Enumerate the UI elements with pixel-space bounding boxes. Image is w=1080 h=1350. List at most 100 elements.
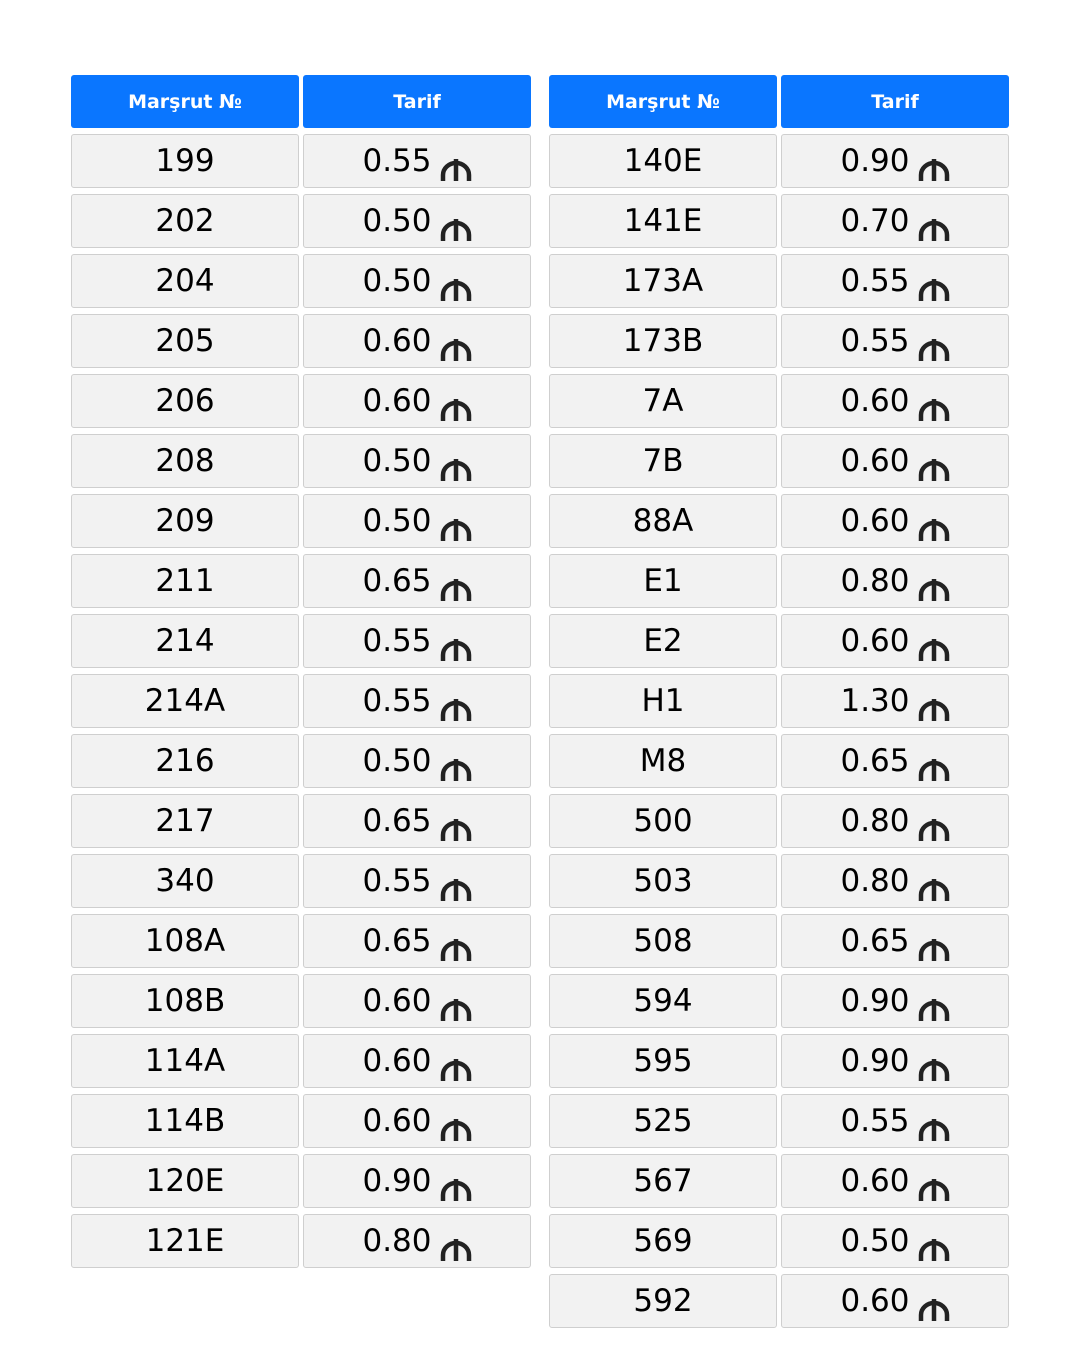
route-number-cell: H1 <box>549 674 777 728</box>
fare-cell: 0.50 <box>303 734 531 788</box>
table-row: 7A 0.60 <box>549 374 1009 428</box>
table-row: 508 0.65 <box>549 914 1009 968</box>
route-number-cell: 114A <box>71 1034 299 1088</box>
fare-cell: 0.90 <box>781 134 1009 188</box>
fare-cell: 0.55 <box>781 314 1009 368</box>
fare-value: 0.60 <box>840 623 910 659</box>
fare-value: 0.60 <box>362 1043 432 1079</box>
manat-icon <box>440 273 472 301</box>
manat-icon <box>918 453 950 481</box>
manat-icon <box>918 633 950 661</box>
table-header: Marşrut № Tarif <box>71 75 531 128</box>
table-row: 211 0.65 <box>71 554 531 608</box>
table-row: 108B 0.60 <box>71 974 531 1028</box>
fare-value: 0.90 <box>840 143 910 179</box>
manat-icon <box>918 753 950 781</box>
table-row: 88A 0.60 <box>549 494 1009 548</box>
table-row: 173A 0.55 <box>549 254 1009 308</box>
fare-value: 0.90 <box>840 1043 910 1079</box>
route-number-cell: 500 <box>549 794 777 848</box>
table-row: 567 0.60 <box>549 1154 1009 1208</box>
fare-cell: 0.80 <box>781 554 1009 608</box>
manat-icon <box>918 1173 950 1201</box>
manat-icon <box>440 993 472 1021</box>
route-number-cell: 208 <box>71 434 299 488</box>
fare-cell: 0.60 <box>781 614 1009 668</box>
route-number-cell: 204 <box>71 254 299 308</box>
fare-cell: 0.65 <box>303 794 531 848</box>
route-number-cell: 508 <box>549 914 777 968</box>
route-number-cell: 205 <box>71 314 299 368</box>
fare-cell: 0.80 <box>303 1214 531 1268</box>
manat-icon <box>440 1113 472 1141</box>
fare-value: 0.80 <box>362 1223 432 1259</box>
table-row: 120E 0.90 <box>71 1154 531 1208</box>
table-row: 569 0.50 <box>549 1214 1009 1268</box>
fare-cell: 0.50 <box>781 1214 1009 1268</box>
fare-cell: 0.50 <box>303 254 531 308</box>
fare-value: 0.60 <box>362 383 432 419</box>
route-number-cell: 214 <box>71 614 299 668</box>
manat-icon <box>918 693 950 721</box>
fare-cell: 0.70 <box>781 194 1009 248</box>
fare-cell: 0.60 <box>303 1034 531 1088</box>
fare-cell: 0.50 <box>303 194 531 248</box>
route-number-cell: 7A <box>549 374 777 428</box>
fare-value: 0.70 <box>840 203 910 239</box>
route-number-cell: 173B <box>549 314 777 368</box>
table-row: 7B 0.60 <box>549 434 1009 488</box>
fare-value: 0.65 <box>362 803 432 839</box>
header-fare: Tarif <box>781 75 1009 128</box>
fare-cell: 0.60 <box>303 374 531 428</box>
table-row: 525 0.55 <box>549 1094 1009 1148</box>
table-row: 199 0.55 <box>71 134 531 188</box>
fare-value: 1.30 <box>840 683 910 719</box>
fare-value: 0.60 <box>840 1163 910 1199</box>
table-row: 500 0.80 <box>549 794 1009 848</box>
route-number-cell: 120E <box>71 1154 299 1208</box>
fare-value: 0.65 <box>840 923 910 959</box>
manat-icon <box>918 213 950 241</box>
fare-value: 0.65 <box>362 563 432 599</box>
fare-cell: 0.80 <box>781 854 1009 908</box>
fare-value: 0.50 <box>362 743 432 779</box>
fare-value: 0.65 <box>362 923 432 959</box>
route-number-cell: 199 <box>71 134 299 188</box>
manat-icon <box>918 933 950 961</box>
table-row: 216 0.50 <box>71 734 531 788</box>
table-row: 114A 0.60 <box>71 1034 531 1088</box>
fare-value: 0.50 <box>362 503 432 539</box>
table-row: 121E 0.80 <box>71 1214 531 1268</box>
table-row: 140E 0.90 <box>549 134 1009 188</box>
table-row: 206 0.60 <box>71 374 531 428</box>
manat-icon <box>918 993 950 1021</box>
manat-icon <box>918 273 950 301</box>
manat-icon <box>440 153 472 181</box>
route-number-cell: E1 <box>549 554 777 608</box>
route-number-cell: 7B <box>549 434 777 488</box>
manat-icon <box>440 1173 472 1201</box>
route-number-cell: 217 <box>71 794 299 848</box>
fare-cell: 0.90 <box>303 1154 531 1208</box>
route-number-cell: 503 <box>549 854 777 908</box>
fare-cell: 0.80 <box>781 794 1009 848</box>
table-row: 173B 0.55 <box>549 314 1009 368</box>
fare-value: 0.50 <box>362 203 432 239</box>
fare-cell: 0.50 <box>303 494 531 548</box>
table-row: 202 0.50 <box>71 194 531 248</box>
table-row: 114B 0.60 <box>71 1094 531 1148</box>
fare-cell: 0.60 <box>781 1274 1009 1328</box>
manat-icon <box>918 333 950 361</box>
manat-icon <box>440 513 472 541</box>
table-row: M8 0.65 <box>549 734 1009 788</box>
fare-cell: 0.60 <box>781 494 1009 548</box>
manat-icon <box>918 573 950 601</box>
fare-value: 0.60 <box>840 503 910 539</box>
fare-cell: 0.55 <box>781 1094 1009 1148</box>
manat-icon <box>440 933 472 961</box>
table-row: 594 0.90 <box>549 974 1009 1028</box>
table-row: 141E 0.70 <box>549 194 1009 248</box>
header-route-number: Marşrut № <box>71 75 299 128</box>
fare-cell: 0.65 <box>781 734 1009 788</box>
manat-icon <box>918 153 950 181</box>
